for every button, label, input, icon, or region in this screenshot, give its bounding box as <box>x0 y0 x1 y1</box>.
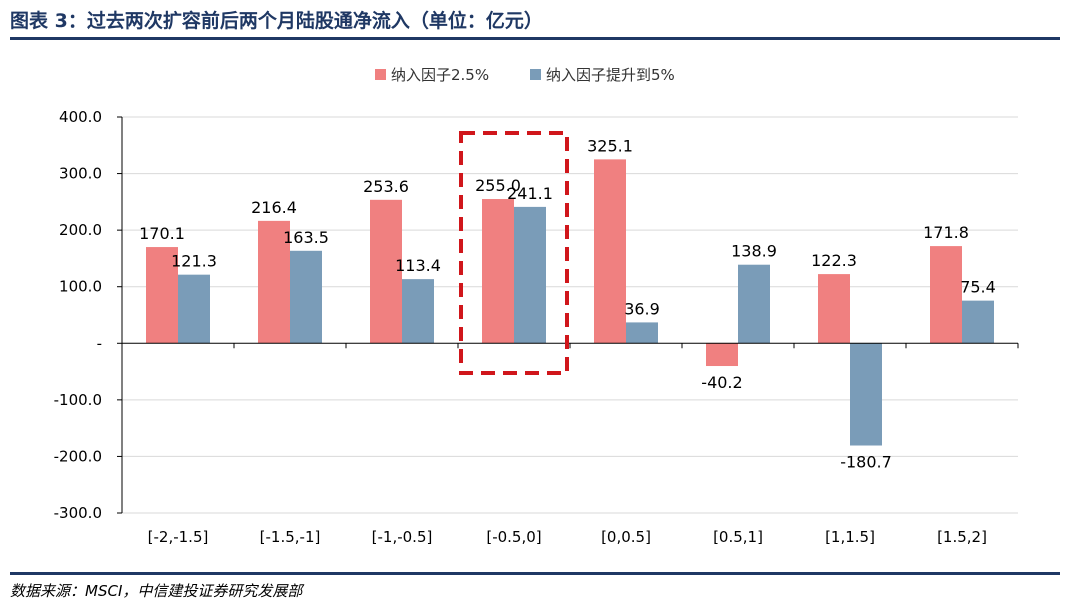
bar-series-1 <box>146 247 178 344</box>
data-label-series-1: 216.4 <box>251 198 297 217</box>
x-tick-label: [0,0.5] <box>601 528 651 546</box>
bars <box>146 159 994 446</box>
y-tick-label: 200.0 <box>59 221 102 239</box>
bar-series-2 <box>402 279 434 344</box>
bar-series-2 <box>626 322 658 344</box>
y-tick-label: -200.0 <box>54 447 102 465</box>
bar-series-1 <box>594 159 626 344</box>
x-tick-label: [1.5,2] <box>937 528 987 546</box>
bar-series-2 <box>850 343 882 446</box>
highlight-box <box>459 131 569 375</box>
bar-series-2 <box>290 250 322 344</box>
bar-series-2 <box>738 264 770 344</box>
data-label-series-2: 138.9 <box>731 242 777 261</box>
data-label-series-2: 113.4 <box>395 256 441 275</box>
data-label-series-2: 163.5 <box>283 228 329 247</box>
x-tick-label: [-1,-0.5] <box>372 528 433 546</box>
data-label-series-2: 36.9 <box>624 299 660 318</box>
y-tick-label: - <box>97 334 102 352</box>
data-label-series-1: 255.0 <box>475 176 521 195</box>
data-label-series-1: -40.2 <box>701 373 742 392</box>
footer-rule <box>10 572 1060 575</box>
data-labels: 170.1 216.4 253.6 255.0 325.1 -40.2 122.3 171.8… <box>139 131 996 472</box>
y-tick-label: 100.0 <box>59 278 102 296</box>
source-note: 数据来源：MSCI，中信建投证券研究发展部 <box>10 582 303 600</box>
data-label-series-1: 253.6 <box>363 177 409 196</box>
y-tick-label: -300.0 <box>54 504 102 522</box>
y-tick-label: -100.0 <box>54 391 102 409</box>
bar-series-1 <box>706 343 738 367</box>
bar-series-2 <box>514 206 546 344</box>
x-tick-label: [1,1.5] <box>825 528 875 546</box>
bar-series-1 <box>818 274 850 344</box>
data-label-series-1: 170.1 <box>139 224 185 243</box>
bar-series-1 <box>370 199 402 344</box>
data-label-series-2: 75.4 <box>960 278 996 297</box>
legend-swatch-series-1 <box>375 69 386 80</box>
data-label-series-1: 325.1 <box>587 136 633 155</box>
x-tick-label: [-1.5,-1] <box>260 528 321 546</box>
chart-title: 图表 3：过去两次扩容前后两个月陆股通净流入（单位：亿元） <box>10 10 543 32</box>
x-tick-label: [0.5,1] <box>713 528 763 546</box>
data-label-series-2: -180.7 <box>840 453 892 472</box>
y-tick-label: 400.0 <box>59 108 102 126</box>
data-label-series-1: 122.3 <box>811 251 857 270</box>
data-label-series-2: 241.1 <box>507 184 553 203</box>
legend-label-series-2: 纳入因子提升到5% <box>546 66 675 84</box>
legend-label-series-1: 纳入因子2.5% <box>391 66 489 84</box>
bar-series-1 <box>258 220 290 344</box>
x-tick-label: [-0.5,0] <box>486 528 541 546</box>
x-tick-label: [-2,-1.5] <box>148 528 209 546</box>
bar-series-2 <box>178 274 210 344</box>
bar-series-1 <box>482 199 514 344</box>
bar-series-2 <box>962 300 994 344</box>
title-underline <box>10 37 1060 40</box>
bar-chart: 400.0 300.0 200.0 100.0 - -100.0 -200.0 -300.0 [… <box>54 66 1019 546</box>
axes: 400.0 300.0 200.0 100.0 - -100.0 -200.0 -300.0 [… <box>54 108 1019 546</box>
legend: 纳入因子2.5% 纳入因子提升到5% <box>375 66 675 84</box>
data-label-series-1: 171.8 <box>923 223 969 242</box>
bar-series-1 <box>930 246 962 344</box>
data-label-series-2: 121.3 <box>171 252 217 271</box>
y-tick-label: 300.0 <box>59 165 102 183</box>
legend-swatch-series-2 <box>530 69 541 80</box>
